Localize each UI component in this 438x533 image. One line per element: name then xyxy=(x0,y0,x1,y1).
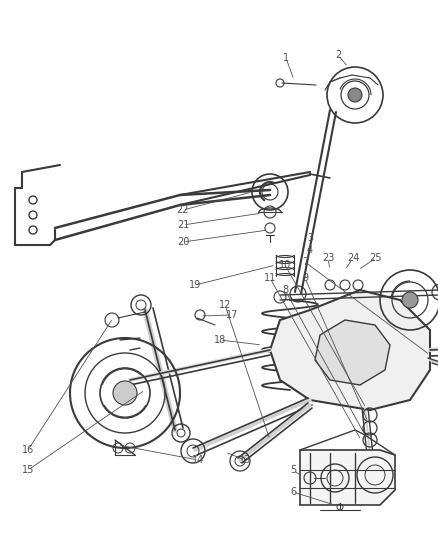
Text: 3: 3 xyxy=(306,233,312,243)
Text: 15: 15 xyxy=(22,465,34,475)
Text: 18: 18 xyxy=(213,335,226,345)
Text: 6: 6 xyxy=(289,487,295,497)
Text: 10: 10 xyxy=(278,260,290,270)
Polygon shape xyxy=(299,450,394,505)
Polygon shape xyxy=(314,320,389,385)
Text: 13: 13 xyxy=(238,455,251,465)
Polygon shape xyxy=(269,290,429,410)
Text: 19: 19 xyxy=(188,280,201,290)
Text: 11: 11 xyxy=(263,273,276,283)
Text: 9: 9 xyxy=(301,273,307,283)
Text: 5: 5 xyxy=(289,465,296,475)
Text: 22: 22 xyxy=(177,205,189,215)
Text: 24: 24 xyxy=(346,253,358,263)
Circle shape xyxy=(347,88,361,102)
Text: 14: 14 xyxy=(191,455,204,465)
Text: 12: 12 xyxy=(218,300,231,310)
Circle shape xyxy=(113,381,137,405)
Text: 23: 23 xyxy=(321,253,333,263)
Text: 20: 20 xyxy=(177,237,189,247)
Text: 8: 8 xyxy=(281,285,287,295)
Text: 17: 17 xyxy=(225,310,238,320)
Text: 7: 7 xyxy=(301,257,307,267)
Text: 25: 25 xyxy=(369,253,381,263)
Text: 4: 4 xyxy=(306,245,312,255)
Text: 1: 1 xyxy=(283,53,288,63)
Text: 21: 21 xyxy=(177,220,189,230)
Circle shape xyxy=(401,292,417,308)
Text: 16: 16 xyxy=(22,445,34,455)
Text: 2: 2 xyxy=(334,50,340,60)
